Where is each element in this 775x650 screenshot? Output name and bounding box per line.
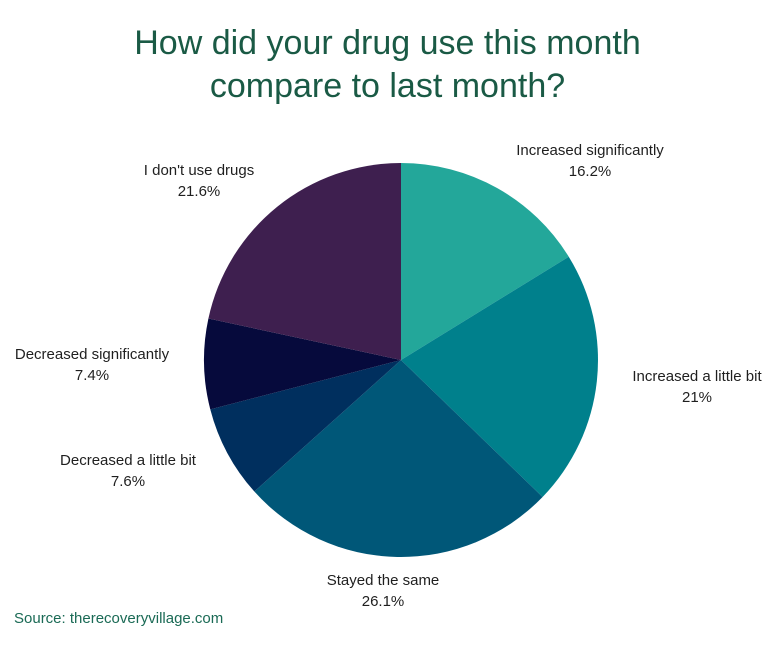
label-decreased-significantly-name: Decreased significantly [14,346,170,363]
pie-slice-stayed-the-same [254,360,543,557]
label-decreased-a-little-bit-name: Decreased a little bit [60,452,196,469]
chart-title-line-2: compare to last month? [209,67,566,105]
pie-slice-i-don-t-use-drugs [208,163,401,360]
pie-slice-increased-a-little-bit [401,256,598,497]
label-i-dont-use-drugs: I don't use drugs 21.6% [144,160,254,202]
label-stayed-the-same-name: Stayed the same [326,572,440,589]
chart-title: How did your drug use this month compare… [0,22,775,108]
label-stayed-the-same: Stayed the same 26.1% [327,570,440,612]
label-stayed-the-same-value: 26.1% [361,593,405,610]
label-decreased-a-little-bit: Decreased a little bit 7.6% [60,450,196,492]
label-decreased-significantly: Decreased significantly 7.4% [15,344,169,386]
source-credit: Source: therecoveryvillage.com [14,610,224,627]
label-increased-a-little-bit-value: 21% [681,389,713,406]
label-i-dont-use-drugs-name: I don't use drugs [143,162,255,179]
chart-title-line-1: How did your drug use this month [134,24,641,62]
label-i-dont-use-drugs-value: 21.6% [177,183,221,200]
pie-slice-decreased-significantly [204,318,401,410]
label-increased-significantly-name: Increased significantly [516,142,664,159]
label-increased-significantly-value: 16.2% [568,163,612,180]
label-increased-a-little-bit: Increased a little bit 21% [632,366,761,408]
label-decreased-significantly-value: 7.4% [74,367,110,384]
label-decreased-a-little-bit-value: 7.6% [110,473,146,490]
pie-slice-increased-significantly [401,163,569,360]
label-increased-significantly: Increased significantly 16.2% [516,140,664,182]
label-increased-a-little-bit-name: Increased a little bit [632,368,762,385]
pie-slice-decreased-a-little-bit [210,360,401,492]
